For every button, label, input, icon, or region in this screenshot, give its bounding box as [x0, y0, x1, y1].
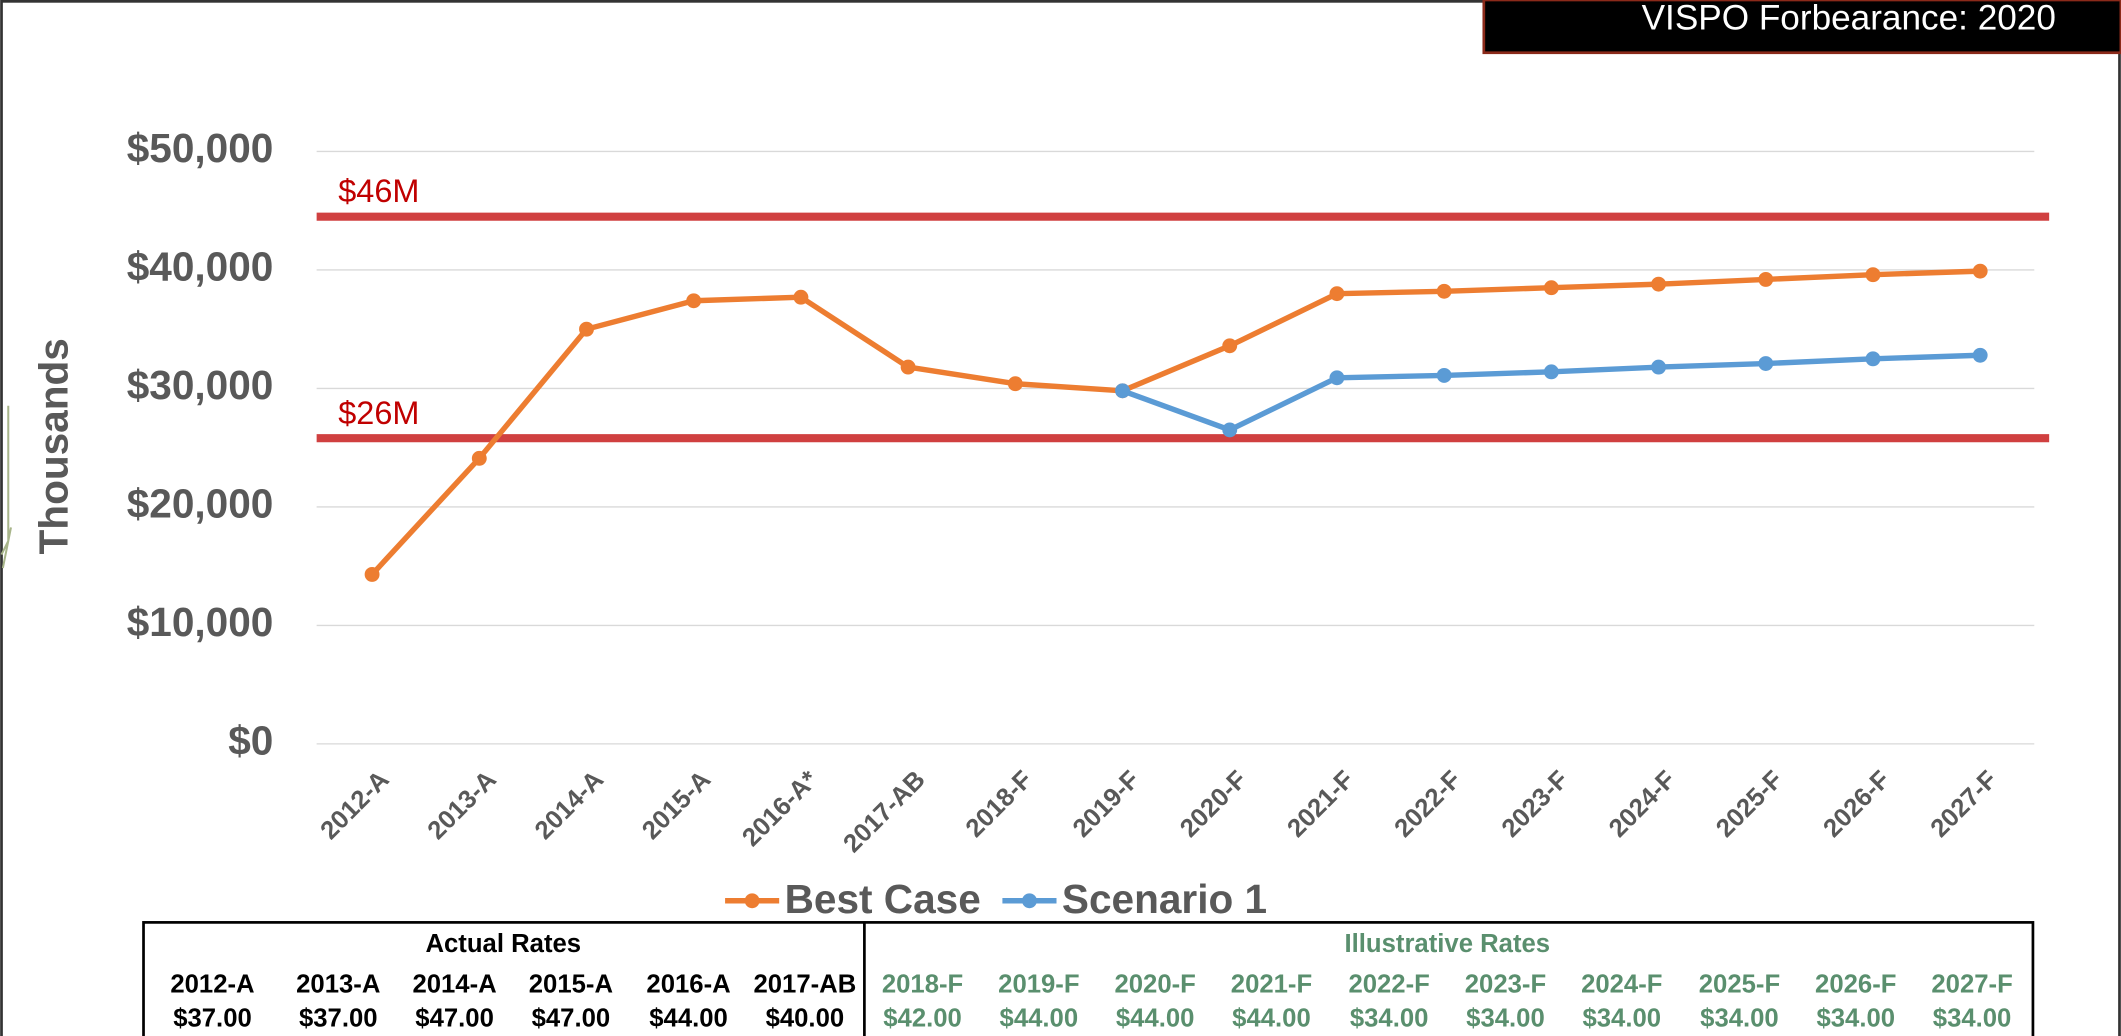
table-group-title: Actual Rates — [425, 930, 581, 958]
x-tick-label: 2015-A — [637, 766, 716, 845]
x-tick-label: 2025-F — [1711, 766, 1788, 843]
table-year: 2025-F — [1699, 971, 1780, 999]
data-point — [1543, 280, 1559, 296]
data-point — [1865, 267, 1881, 283]
data-point — [686, 293, 702, 309]
legend-marker — [1022, 893, 1037, 909]
rate-table-box — [142, 921, 2035, 1036]
legend-marker — [744, 893, 760, 909]
x-tick-label: 2027-F — [1925, 766, 2002, 843]
table-year: 2013-A — [296, 971, 380, 999]
legend-label: Scenario 1 — [1062, 876, 1267, 922]
table-rate: $34.00 — [1933, 1005, 2012, 1033]
table-rate: $34.00 — [1700, 1005, 1779, 1033]
x-tick-label: 2012-A — [315, 766, 394, 845]
y-tick-label: $0 — [228, 718, 273, 764]
table-year: 2027-F — [1931, 971, 2012, 999]
table-rate: $34.00 — [1816, 1005, 1895, 1033]
x-tick-label: 2023-F — [1497, 766, 1574, 843]
x-tick-label: 2018-F — [961, 766, 1038, 843]
data-point — [1758, 271, 1774, 287]
table-rate: $44.00 — [1232, 1005, 1311, 1033]
x-tick-label: 2013-A — [422, 766, 501, 845]
table-rate: $37.00 — [299, 1005, 378, 1033]
data-point — [1222, 338, 1238, 354]
table-year: 2018-F — [882, 971, 963, 999]
data-point — [1222, 422, 1238, 438]
table-year: 2014-A — [412, 971, 496, 999]
data-point — [1436, 283, 1452, 299]
data-point — [1972, 263, 1988, 279]
data-point — [1115, 383, 1130, 399]
y-tick-label: $50,000 — [127, 125, 274, 171]
x-tick-label: 2026-F — [1818, 766, 1895, 843]
table-rate: $34.00 — [1350, 1005, 1429, 1033]
table-rate: $47.00 — [415, 1005, 494, 1033]
table-rate: $42.00 — [883, 1005, 962, 1033]
table-year: 2016-A — [646, 971, 730, 999]
data-point — [364, 567, 380, 582]
table-year: 2024-F — [1581, 971, 1662, 999]
table-year: 2012-A — [170, 971, 254, 999]
data-point — [1972, 347, 1988, 363]
x-tick-label: 2017-AB — [838, 766, 930, 858]
table-rate: $44.00 — [1116, 1005, 1195, 1033]
data-point — [1436, 367, 1452, 383]
table-rate: $47.00 — [532, 1005, 611, 1033]
table-year: 2020-F — [1114, 971, 1195, 999]
reference-label: $26M — [338, 395, 419, 431]
data-point — [1543, 364, 1559, 380]
data-point — [1651, 359, 1667, 375]
table-year: 2019-F — [998, 971, 1079, 999]
x-tick-label: 2021-F — [1282, 766, 1359, 843]
table-rate: $34.00 — [1582, 1005, 1661, 1033]
x-tick-label: 2016-A* — [737, 766, 823, 852]
data-point — [1651, 276, 1667, 292]
table-year: 2015-A — [529, 971, 613, 999]
y-tick-label: $10,000 — [127, 599, 274, 645]
data-point — [793, 289, 809, 305]
legend-label: Best Case — [785, 876, 981, 922]
table-group-title: Illustrative Rates — [1345, 930, 1551, 958]
table-year: 2023-F — [1465, 971, 1546, 999]
data-point — [1865, 351, 1881, 367]
x-tick-label: 2022-F — [1389, 766, 1466, 843]
data-point — [900, 359, 916, 375]
data-point — [1329, 286, 1345, 302]
table-year: 2017-AB — [753, 971, 856, 999]
data-point — [1329, 370, 1345, 386]
table-rate: $34.00 — [1466, 1005, 1545, 1033]
y-tick-label: $40,000 — [127, 244, 274, 290]
x-tick-label: 2014-A — [530, 766, 609, 845]
data-point — [1007, 376, 1023, 392]
table-rate: $40.00 — [766, 1005, 845, 1033]
y-tick-label: $20,000 — [127, 481, 274, 527]
y-tick-label: $30,000 — [127, 362, 274, 408]
table-rate: $44.00 — [1000, 1005, 1079, 1033]
series-line — [370, 268, 1981, 577]
data-point — [579, 321, 594, 337]
table-year: 2021-F — [1231, 971, 1312, 999]
y-axis-label: Thousands — [31, 338, 77, 554]
reference-label: $46M — [338, 173, 419, 209]
table-rate: $37.00 — [173, 1005, 252, 1033]
x-tick-label: 2024-F — [1604, 766, 1681, 843]
table-year: 2022-F — [1348, 971, 1429, 999]
x-tick-label: 2020-F — [1175, 766, 1252, 843]
badge-text: VISPO Forbearance: 2020 — [1642, 0, 2056, 38]
table-rate: $44.00 — [649, 1005, 728, 1033]
data-point — [1758, 356, 1774, 371]
badge-box — [1482, 0, 2121, 55]
decoration — [0, 405, 12, 569]
table-year: 2026-F — [1815, 971, 1896, 999]
data-point — [471, 450, 487, 466]
x-tick-label: 2019-F — [1068, 766, 1145, 843]
